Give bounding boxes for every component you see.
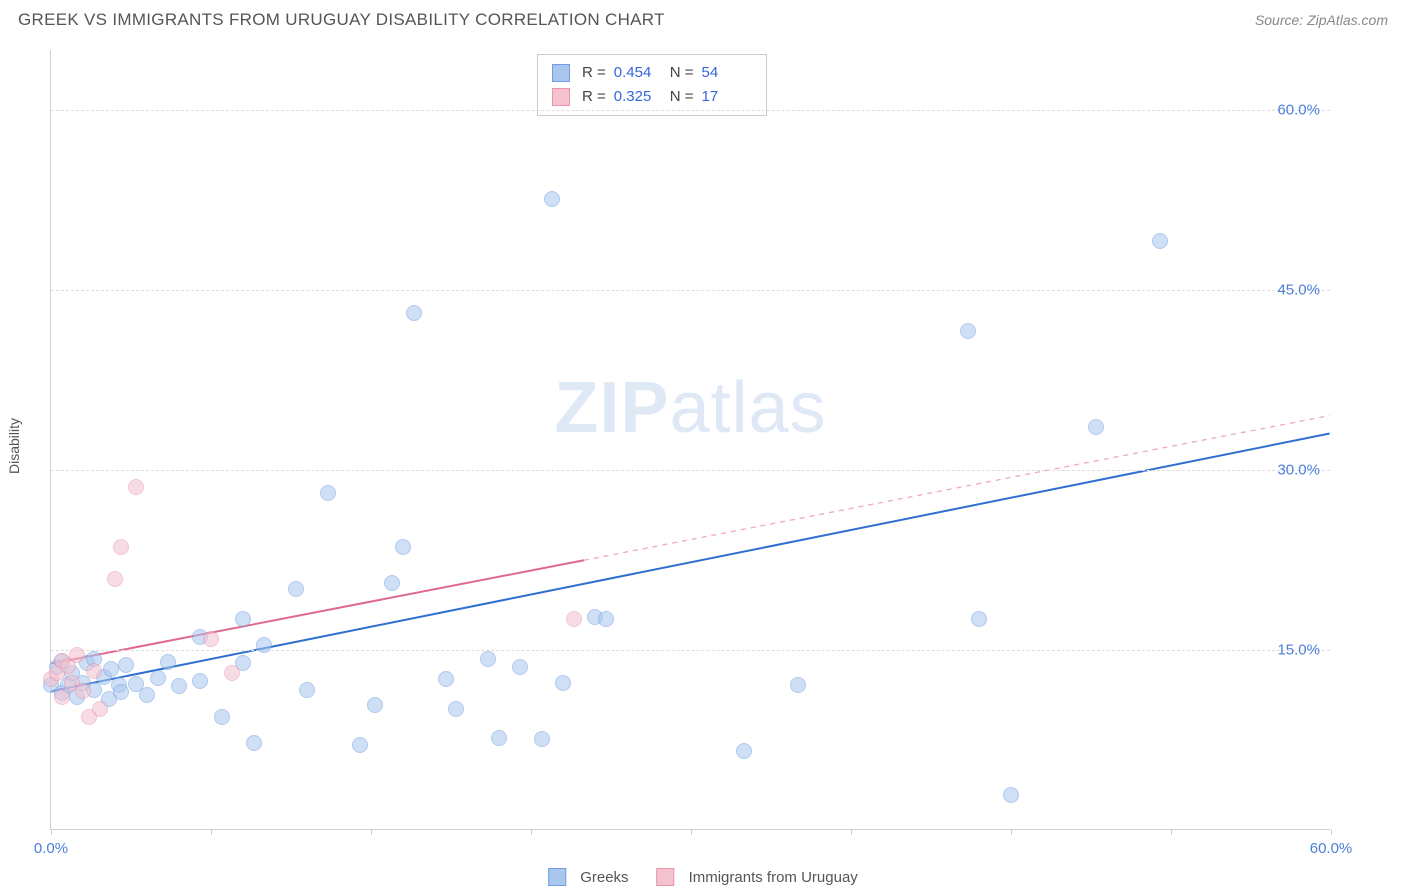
data-point: [448, 701, 464, 717]
chart-title: GREEK VS IMMIGRANTS FROM URUGUAY DISABIL…: [18, 10, 665, 30]
data-point: [790, 677, 806, 693]
data-point: [406, 305, 422, 321]
xtick: [531, 829, 532, 835]
swatch-bottom-1: [548, 868, 566, 886]
swatch-bottom-2: [657, 868, 675, 886]
data-point: [92, 701, 108, 717]
data-point: [160, 654, 176, 670]
data-point: [320, 485, 336, 501]
data-point: [1003, 787, 1019, 803]
ytick-label: 15.0%: [1277, 642, 1320, 659]
legend-series: Greeks Immigrants from Uruguay: [548, 868, 858, 886]
gridline: [51, 470, 1330, 471]
ytick-label: 60.0%: [1277, 102, 1320, 119]
n-value-2: 17: [702, 85, 752, 109]
n-value-1: 54: [702, 61, 752, 85]
ytick-label: 45.0%: [1277, 282, 1320, 299]
data-point: [69, 647, 85, 663]
data-point: [113, 684, 129, 700]
data-point: [367, 697, 383, 713]
legend-item-1: Greeks: [548, 868, 628, 886]
data-point: [534, 731, 550, 747]
data-point: [86, 663, 102, 679]
data-point: [118, 657, 134, 673]
ytick-label: 30.0%: [1277, 462, 1320, 479]
swatch-series-2: [552, 88, 570, 106]
data-point: [491, 730, 507, 746]
source-label: Source: ZipAtlas.com: [1255, 12, 1388, 28]
data-point: [544, 191, 560, 207]
xtick: [1011, 829, 1012, 835]
data-point: [171, 678, 187, 694]
xtick: [1331, 829, 1332, 835]
data-point: [235, 611, 251, 627]
data-point: [1152, 233, 1168, 249]
data-point: [54, 689, 70, 705]
trendline-solid: [51, 560, 584, 663]
gridline: [51, 650, 1330, 651]
legend-stats-row-1: R = 0.454 N = 54: [552, 61, 752, 85]
trendline-solid: [51, 434, 1329, 692]
xtick-label-min: 0.0%: [34, 840, 68, 857]
data-point: [150, 670, 166, 686]
data-point: [352, 737, 368, 753]
trend-lines-layer: [51, 50, 1330, 829]
data-point: [192, 673, 208, 689]
data-point: [566, 611, 582, 627]
xtick: [371, 829, 372, 835]
data-point: [512, 659, 528, 675]
trendline-dash: [584, 416, 1330, 561]
xtick: [1171, 829, 1172, 835]
data-point: [113, 539, 129, 555]
legend-stats-row-2: R = 0.325 N = 17: [552, 85, 752, 109]
plot-area: ZIPatlas R = 0.454 N = 54 R = 0.325 N = …: [50, 50, 1330, 830]
data-point: [971, 611, 987, 627]
data-point: [288, 581, 304, 597]
data-point: [203, 631, 219, 647]
y-axis-label: Disability: [6, 418, 22, 474]
data-point: [960, 323, 976, 339]
xtick-label-max: 60.0%: [1310, 840, 1353, 857]
data-point: [384, 575, 400, 591]
data-point: [736, 743, 752, 759]
data-point: [395, 539, 411, 555]
xtick: [51, 829, 52, 835]
data-point: [299, 682, 315, 698]
legend-stats: R = 0.454 N = 54 R = 0.325 N = 17: [537, 54, 767, 116]
swatch-series-1: [552, 64, 570, 82]
data-point: [480, 651, 496, 667]
xtick: [211, 829, 212, 835]
data-point: [246, 735, 262, 751]
r-value-1: 0.454: [614, 61, 664, 85]
data-point: [598, 611, 614, 627]
data-point: [103, 661, 119, 677]
data-point: [438, 671, 454, 687]
gridline: [51, 110, 1330, 111]
data-point: [224, 665, 240, 681]
data-point: [107, 571, 123, 587]
gridline: [51, 290, 1330, 291]
data-point: [1088, 419, 1104, 435]
xtick: [851, 829, 852, 835]
data-point: [139, 687, 155, 703]
legend-item-2: Immigrants from Uruguay: [657, 868, 858, 886]
xtick: [691, 829, 692, 835]
watermark: ZIPatlas: [554, 367, 826, 449]
data-point: [128, 479, 144, 495]
data-point: [555, 675, 571, 691]
data-point: [214, 709, 230, 725]
r-value-2: 0.325: [614, 85, 664, 109]
data-point: [75, 683, 91, 699]
data-point: [256, 637, 272, 653]
